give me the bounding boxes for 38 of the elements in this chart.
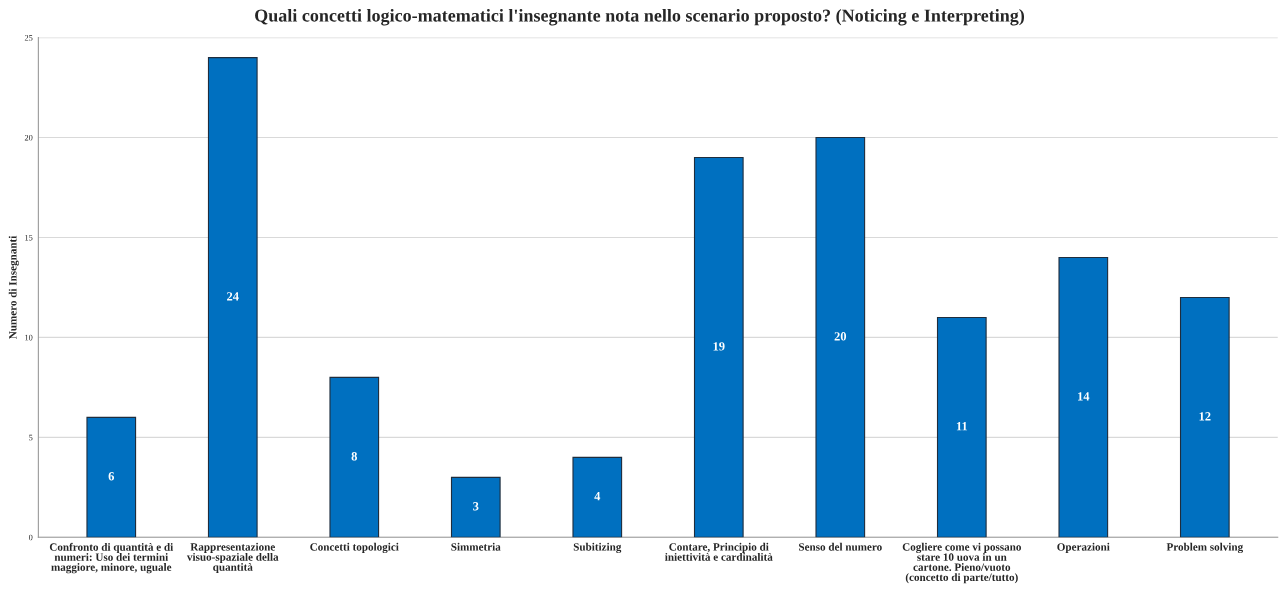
y-tick-label: 25 [24, 34, 33, 41]
x-tick-label: Subitizing [573, 542, 622, 554]
data-label: 19 [713, 342, 725, 351]
x-tick-label: Operazioni [1057, 542, 1110, 553]
bar [86, 416, 137, 538]
data-label: 14 [1078, 392, 1090, 401]
y-tick-label: 10 [25, 334, 33, 341]
x-tick-label: Simmetria [451, 542, 501, 551]
data-label: 4 [594, 492, 601, 501]
x-tick-label: Concetti topologici [310, 542, 399, 554]
data-label: 6 [108, 472, 115, 481]
y-tick-label: 20 [24, 134, 33, 141]
y-tick-label: 5 [29, 434, 33, 441]
y-tick-label: 0 [28, 534, 33, 541]
chart-title: Quali concetti logico-matematici l'insegnante nota nello scenario proposto? (Noticing e Interpreting) [255, 8, 1025, 26]
x-tick-label: Rappresentazione visuo-spaziale della quantità [186, 542, 279, 574]
bar [936, 316, 987, 538]
x-tick-label: Confronto di quantità e di numeri: Uso dei termini maggiore, minore, uguale [49, 542, 174, 574]
data-label: 20 [834, 332, 847, 341]
data-label: 3 [473, 502, 479, 511]
bar [450, 476, 501, 538]
x-tick-label: Problem solving [1166, 542, 1244, 554]
x-tick-label: Senso del numero [799, 542, 882, 551]
bar [572, 456, 623, 538]
bar [329, 376, 380, 538]
y-tick-label: 15 [25, 234, 33, 241]
x-tick-label: Cogliere come vi possano stare 10 uova in un cartone. Pieno/vuoto (concetto di parte/tutto) [902, 542, 1021, 584]
y-axis-title: Numero di Insegnanti [8, 235, 19, 339]
bar [207, 57, 258, 538]
data-label: 12 [1199, 412, 1211, 421]
bar [1179, 296, 1230, 538]
data-label: 24 [227, 292, 239, 301]
bar [815, 136, 866, 538]
bar [693, 156, 744, 538]
data-label: 8 [351, 452, 357, 461]
bar [1058, 256, 1109, 538]
x-tick-label: Contare, Principio di iniettività e cardinalità [665, 542, 773, 561]
data-label: 11 [956, 422, 968, 431]
